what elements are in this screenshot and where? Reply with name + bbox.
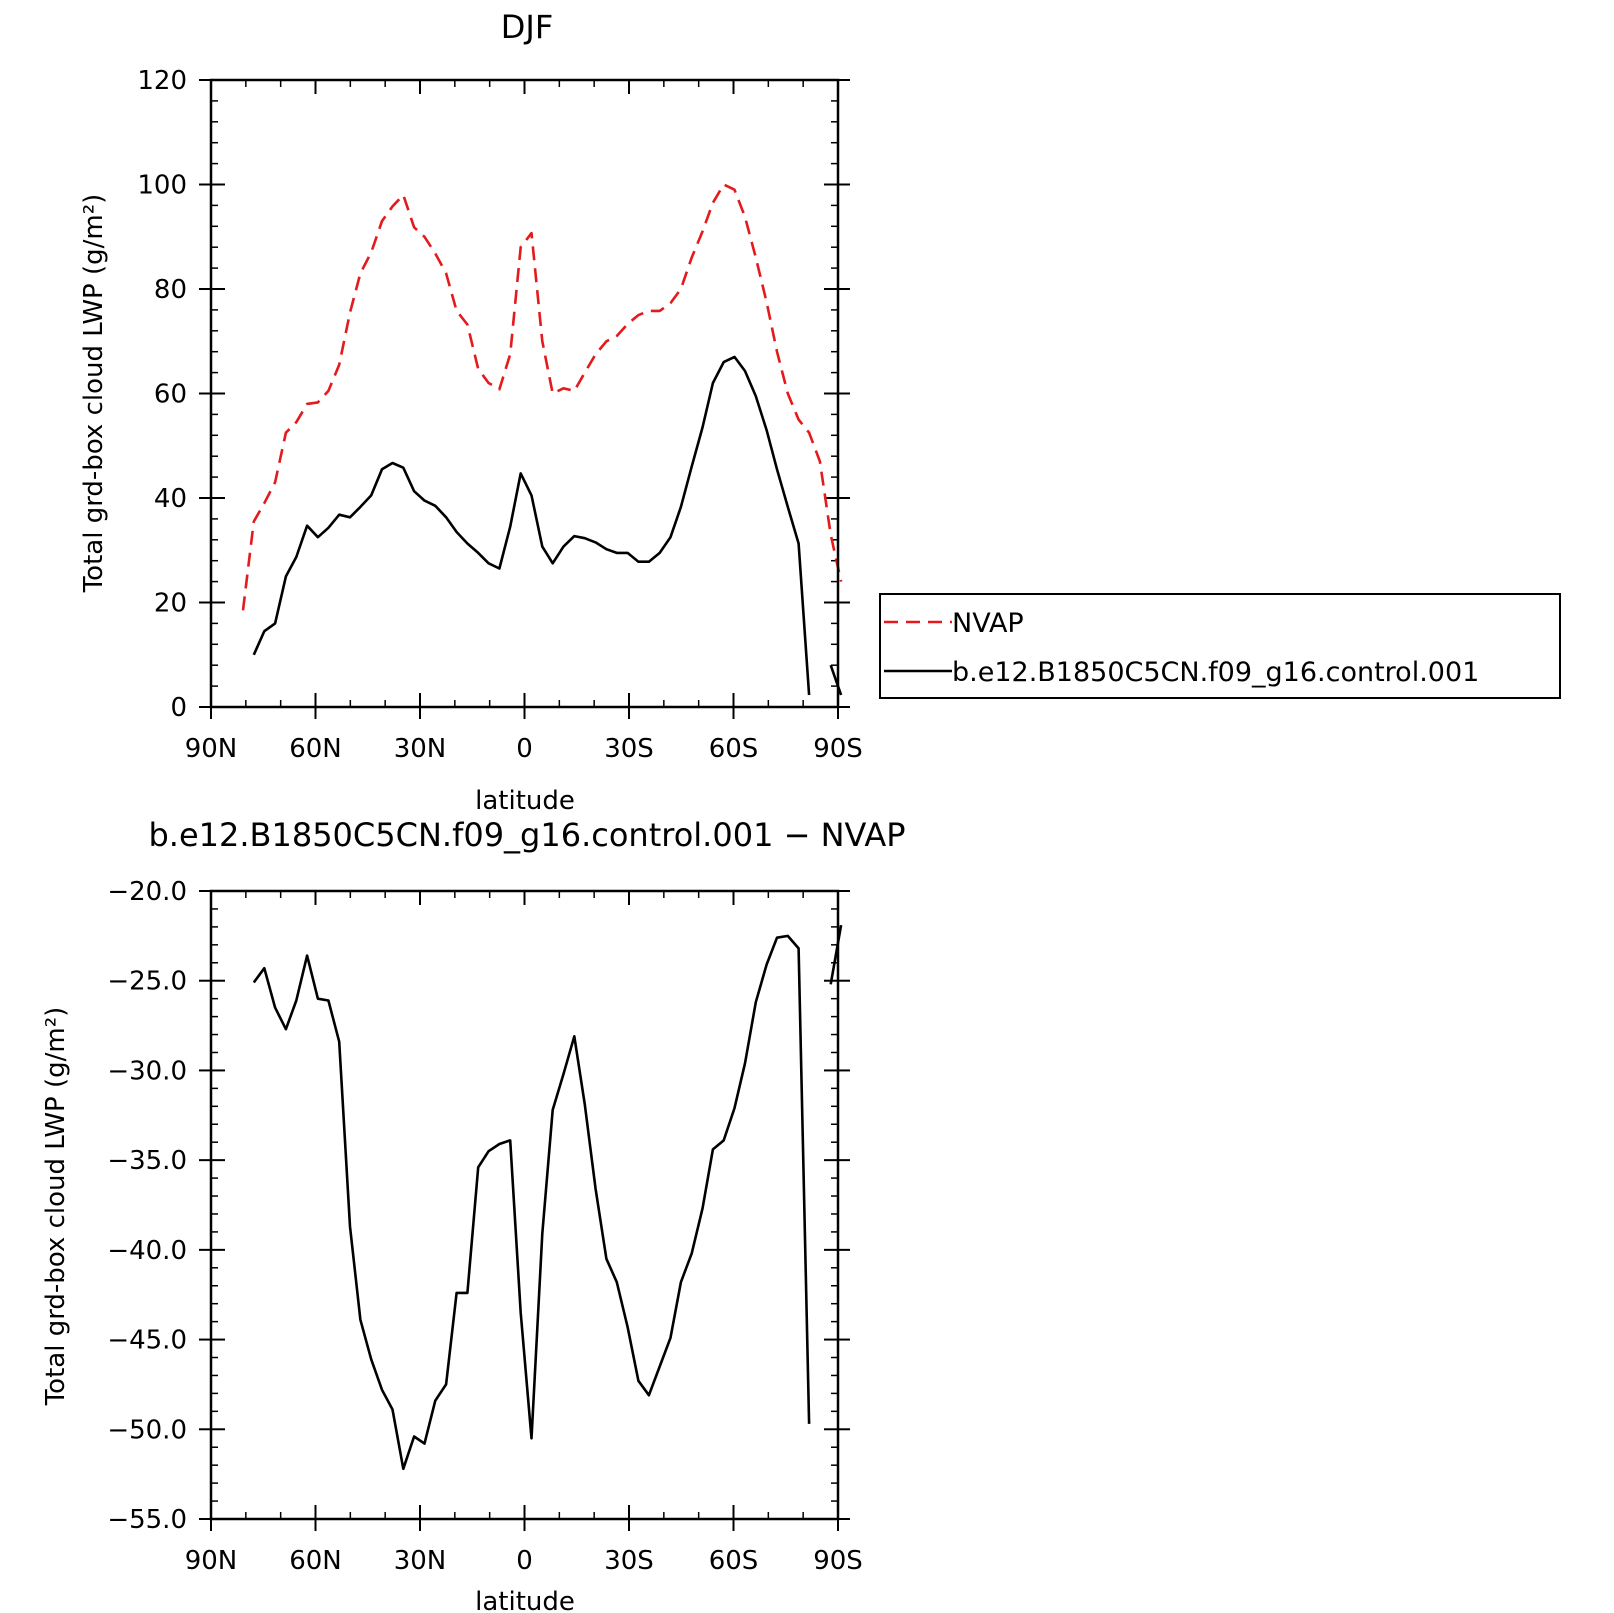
tick-marks-top (199, 79, 850, 719)
x-tick-label: 60S (709, 734, 759, 764)
y-tick-label: −25.0 (107, 967, 187, 997)
panel-bottom: b.e12.B1850C5CN.f09_g16.control.001 − NV… (41, 816, 906, 1613)
series-line-0 (252, 934, 811, 1471)
x-tick-label: 90N (185, 734, 238, 764)
x-tick-label: 0 (516, 1546, 533, 1576)
series-line-1 (252, 355, 811, 696)
legend: NVAP b.e12.B1850C5CN.f09_g16.control.001 (879, 593, 1561, 699)
y-tick-label: 40 (154, 484, 187, 514)
y-tick-label: −20.0 (107, 877, 187, 907)
y-tick-label: −50.0 (107, 1415, 187, 1445)
x-tick-label: 90S (813, 1546, 863, 1576)
y-tick-label: 0 (170, 693, 187, 723)
x-axis-label-top: latitude (475, 786, 575, 816)
plot-frame-bottom (209, 889, 840, 1521)
x-tick-label: 90N (185, 1546, 238, 1576)
legend-box (879, 593, 1561, 699)
y-tick-label: −30.0 (107, 1056, 187, 1086)
x-tick-labels-top: 90N 60N 30N 0 30S 60S 90S (185, 734, 863, 764)
x-tick-labels-bottom: 90N 60N 30N 0 30S 60S 90S (185, 1546, 863, 1576)
x-tick-label: 0 (516, 734, 533, 764)
y-tick-label: 20 (154, 589, 187, 619)
x-tick-label: 60S (709, 1546, 759, 1576)
series-lines-bottom (252, 924, 843, 1471)
x-tick-label: 30S (604, 1546, 654, 1576)
y-tick-label: 100 (137, 171, 187, 201)
series-line-0 (241, 183, 843, 611)
y-tick-label: −45.0 (107, 1326, 187, 1356)
chart-title-top: DJF (501, 8, 553, 46)
legend-label-model: b.e12.B1850C5CN.f09_g16.control.001 (952, 657, 1479, 688)
x-tick-label: 30N (394, 734, 447, 764)
plot-frame-top (209, 78, 840, 709)
x-tick-label: 60N (289, 734, 342, 764)
series-line-0 (829, 924, 843, 985)
y-tick-label: 60 (154, 380, 187, 410)
x-tick-label: 30S (604, 734, 654, 764)
series-lines-top (241, 183, 843, 696)
panel-top: DJF 90N 60N 30N 0 30S 60S 90S 020406080100120 … (79, 8, 863, 816)
y-tick-label: 120 (137, 66, 187, 96)
tick-marks-bottom (199, 890, 850, 1531)
series-line-1 (829, 664, 843, 696)
y-tick-label: −35.0 (107, 1146, 187, 1176)
y-tick-label: 80 (154, 275, 187, 305)
x-tick-label: 60N (289, 1546, 342, 1576)
y-tick-label: −40.0 (107, 1236, 187, 1266)
y-axis-label-top: Total grd-box cloud LWP (g/m²) (79, 194, 109, 594)
y-tick-labels-bottom: −20.0 −25.0 −30.0 −35.0 −40.0 −45.0 −50.0 −55.0 (107, 877, 187, 1535)
y-axis-label-bottom: Total grd-box cloud LWP (g/m²) (41, 1007, 71, 1407)
x-tick-label: 90S (813, 734, 863, 764)
y-tick-labels-top: 0 20 40 60 80 100 120 (137, 66, 187, 723)
legend-label-nvap: NVAP (952, 608, 1024, 639)
x-tick-label: 30N (394, 1546, 447, 1576)
y-tick-label: −55.0 (107, 1505, 187, 1535)
x-axis-label-bottom: latitude (475, 1587, 575, 1613)
chart-title-bottom: b.e12.B1850C5CN.f09_g16.control.001 − NV… (148, 816, 905, 854)
